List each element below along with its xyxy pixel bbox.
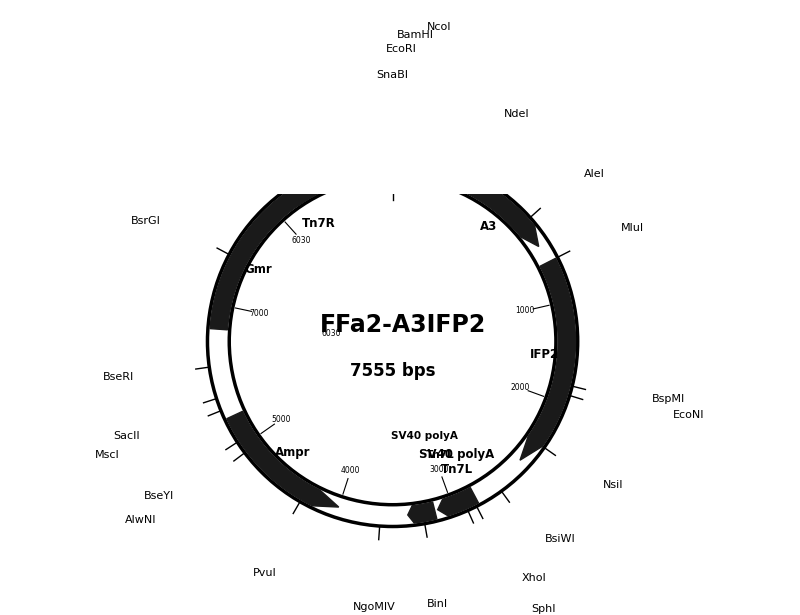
Text: FFa2-A3IFP2: FFa2-A3IFP2 [320,313,486,337]
Text: SV40 polyA
Tn7L: SV40 polyA Tn7L [419,448,494,475]
Text: Tn7L: Tn7L [426,450,454,461]
Text: AleI: AleI [584,169,605,179]
Polygon shape [408,506,414,523]
Text: EcoNI: EcoNI [673,410,704,420]
Polygon shape [412,502,437,523]
Text: NsiI: NsiI [603,480,624,490]
Text: 2000: 2000 [511,383,530,392]
Text: BamHI: BamHI [397,30,434,40]
Text: MluI: MluI [621,223,644,232]
Text: BinI: BinI [426,599,447,609]
Text: NdeI: NdeI [504,109,530,119]
Text: BsiWI: BsiWI [546,534,576,544]
Text: 4000: 4000 [341,466,360,475]
Text: BseYI: BseYI [144,491,174,501]
Text: EcoRI: EcoRI [386,44,417,54]
Text: AlwNI: AlwNI [125,515,157,525]
Polygon shape [442,488,478,516]
Polygon shape [528,258,575,446]
Text: 1000: 1000 [515,306,535,315]
Polygon shape [322,172,331,188]
Polygon shape [226,411,320,506]
Text: 7000: 7000 [250,309,269,317]
Text: NgoMIV: NgoMIV [354,602,396,612]
Polygon shape [468,178,534,237]
Polygon shape [522,226,538,247]
Text: 3000: 3000 [430,465,449,474]
Text: BsrGI: BsrGI [131,216,161,226]
Text: PvuI: PvuI [253,568,277,579]
Text: SnaBI: SnaBI [377,70,409,80]
Polygon shape [312,490,338,507]
Text: Tn7R: Tn7R [302,217,336,230]
Text: SphI: SphI [531,604,556,614]
Text: BspMI: BspMI [652,394,685,404]
Polygon shape [520,436,542,460]
Text: SacII: SacII [113,431,140,441]
Polygon shape [288,172,331,206]
Text: SV40 polyA: SV40 polyA [390,431,458,442]
Text: 6030: 6030 [292,236,311,245]
Text: Ampr: Ampr [274,446,310,459]
Text: MscI: MscI [95,450,119,460]
Text: Gmr: Gmr [244,263,272,276]
Polygon shape [438,499,448,516]
Text: 5000: 5000 [271,415,291,424]
Text: XhoI: XhoI [522,574,546,584]
Text: NcoI: NcoI [427,22,452,33]
Text: A3: A3 [480,220,498,233]
Text: BseRI: BseRI [102,372,134,382]
Polygon shape [300,174,326,194]
Text: 7555 bps: 7555 bps [350,362,435,380]
Text: IFP2: IFP2 [530,348,559,361]
Text: 6030: 6030 [322,328,341,338]
Polygon shape [210,174,326,330]
